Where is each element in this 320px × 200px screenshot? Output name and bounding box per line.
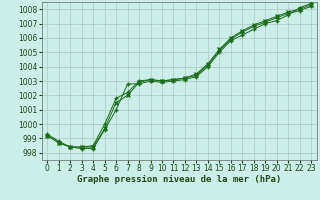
X-axis label: Graphe pression niveau de la mer (hPa): Graphe pression niveau de la mer (hPa): [77, 175, 281, 184]
